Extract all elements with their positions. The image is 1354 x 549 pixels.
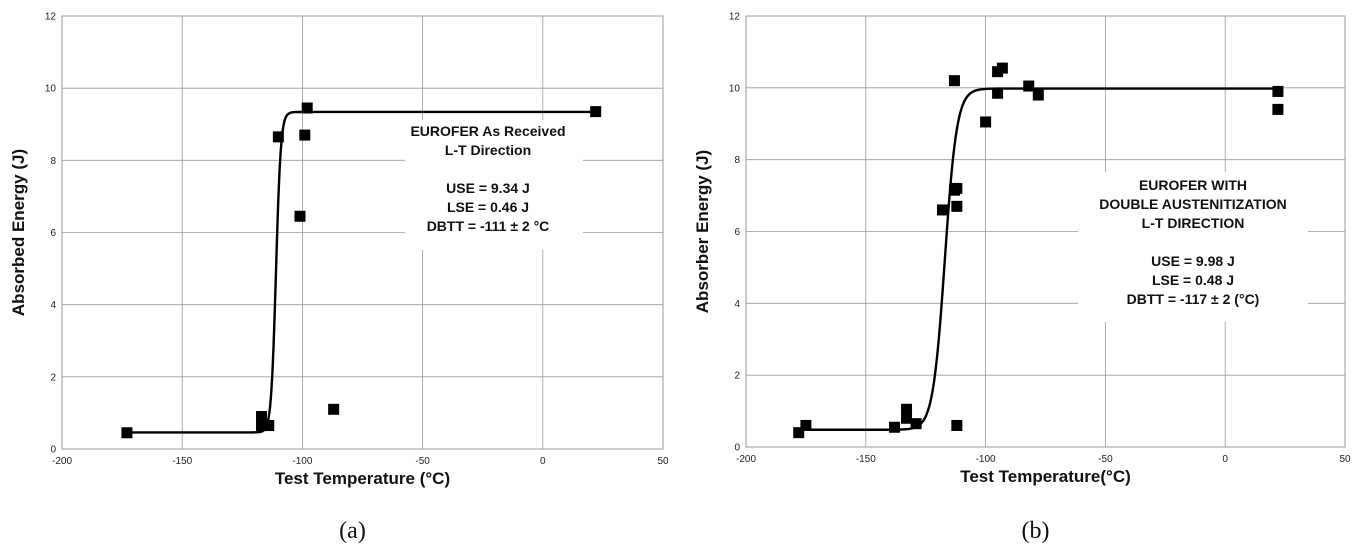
data-point <box>800 419 812 431</box>
y-tick-label: 0 <box>734 443 740 454</box>
x-tick-label: -100 <box>976 454 996 465</box>
annotation-line: EUROFER WITH <box>1139 177 1247 193</box>
x-tick-label: 0 <box>540 456 546 467</box>
y-axis-title: Absorbed Energy (J) <box>9 149 28 316</box>
y-tick-label: 4 <box>734 299 740 310</box>
y-tick-label: 4 <box>50 300 56 311</box>
plot-frame <box>745 15 1346 448</box>
x-tick-label: 50 <box>657 456 669 467</box>
data-point <box>121 427 133 439</box>
data-point <box>263 420 275 432</box>
annotation-background <box>405 120 583 250</box>
x-axis-title: Test Temperature (°C) <box>275 469 450 488</box>
data-point <box>1032 89 1044 101</box>
y-tick-label: 2 <box>734 371 740 382</box>
annotation-line: USE = 9.34 J <box>446 180 530 196</box>
x-tick-label: -200 <box>52 456 72 467</box>
data-point <box>951 200 963 212</box>
y-tick-label: 6 <box>734 227 740 238</box>
data-point <box>328 403 340 415</box>
data-point <box>301 102 313 114</box>
x-tick-label: -50 <box>415 456 430 467</box>
y-tick-label: 10 <box>729 83 741 94</box>
data-point <box>901 403 913 415</box>
data-point <box>272 131 284 143</box>
x-tick-label: -100 <box>292 456 312 467</box>
data-point <box>590 106 602 118</box>
data-point <box>980 116 992 128</box>
data-point <box>948 75 960 87</box>
y-tick-label: 0 <box>50 445 56 456</box>
plot-frame <box>61 15 664 450</box>
annotation-line: EUROFER As Received <box>410 123 565 139</box>
y-tick-label: 12 <box>45 12 57 23</box>
x-tick-label: -50 <box>1098 454 1113 465</box>
annotation-line: DBTT = -117 ± 2 (°C) <box>1127 291 1260 307</box>
y-tick-label: 6 <box>50 228 56 239</box>
data-point <box>256 411 268 423</box>
annotation-line: LSE = 0.48 J <box>1152 272 1234 288</box>
data-point <box>256 420 268 432</box>
chart-b: -200 -150 -100 -50 0 50 0 2 4 6 8 10 12 EUROFER WITH D… <box>693 12 1351 545</box>
data-point <box>996 62 1008 74</box>
figure-caption: (a) <box>339 518 366 544</box>
data-point <box>294 210 306 222</box>
fit-curve <box>798 87 1278 431</box>
annotation-line: DOUBLE AUSTENITIZATION <box>1099 196 1286 212</box>
fit-curve <box>126 110 596 434</box>
x-tick-label: -150 <box>172 456 192 467</box>
annotation-line: DBTT = -111 ± 2 °C <box>427 218 550 234</box>
x-tick-label: 50 <box>1339 454 1351 465</box>
chart-a: -200 -150 -100 -50 0 50 0 2 4 6 8 10 12 EUROFER As Re… <box>9 12 669 545</box>
annotation-line: LSE = 0.46 J <box>447 199 529 215</box>
y-tick-label: 2 <box>50 372 56 383</box>
figure-caption: (b) <box>1022 518 1050 544</box>
data-point <box>1023 80 1035 92</box>
data-point <box>910 418 922 430</box>
data-point <box>1272 85 1284 97</box>
data-point <box>793 427 805 439</box>
annotation-line: USE = 9.98 J <box>1151 253 1235 269</box>
data-point <box>889 421 901 433</box>
annotation-background <box>1078 172 1308 322</box>
data-point <box>1272 103 1284 115</box>
y-tick-label: 10 <box>45 84 57 95</box>
x-tick-label: -200 <box>736 454 756 465</box>
x-axis-title: Test Temperature(°C) <box>960 467 1131 486</box>
annotation-line: L-T Direction <box>445 142 531 158</box>
data-point <box>901 412 913 424</box>
x-tick-label: 0 <box>1222 454 1228 465</box>
data-point <box>936 204 948 216</box>
y-axis-title: Absorber Energy (J) <box>693 150 712 313</box>
data-point <box>992 87 1004 99</box>
x-tick-label: -150 <box>856 454 876 465</box>
y-tick-label: 8 <box>50 156 56 167</box>
y-tick-label: 8 <box>734 155 740 166</box>
annotation-line: L-T DIRECTION <box>1142 215 1245 231</box>
data-point <box>299 129 311 141</box>
data-point <box>951 182 963 194</box>
data-point <box>951 419 963 431</box>
y-tick-label: 12 <box>729 12 741 23</box>
